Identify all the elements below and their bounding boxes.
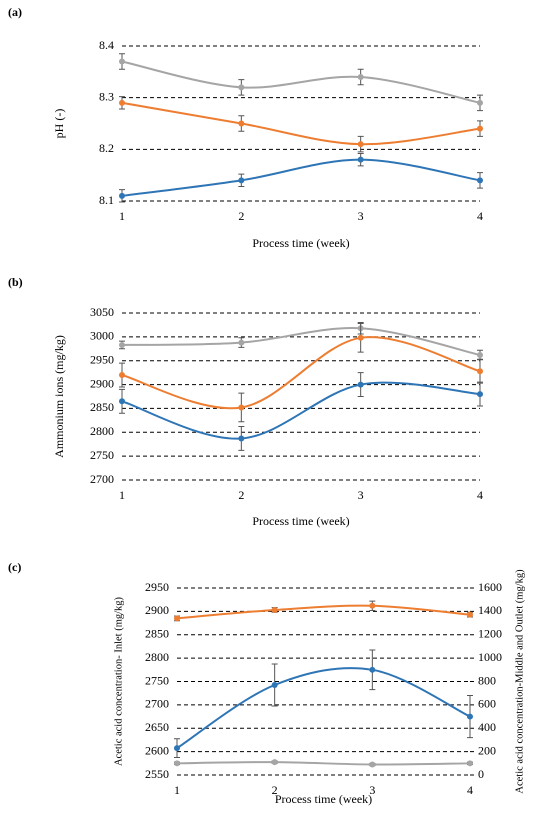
data-point: [238, 339, 245, 346]
x-tick-label: 1: [119, 209, 125, 223]
y-tick-label: 2700: [145, 697, 169, 711]
data-point: [174, 760, 180, 767]
y2-tick-label: 200: [478, 743, 496, 757]
panel-label: (b): [8, 275, 23, 289]
y-tick-label: 2800: [90, 424, 114, 438]
data-point: [238, 120, 245, 127]
y-tick-label: 8.1: [99, 193, 114, 207]
data-point: [357, 141, 364, 148]
data-point: [238, 435, 245, 442]
data-point: [119, 398, 125, 405]
x-tick-label: 4: [477, 488, 483, 502]
data-point: [369, 761, 376, 768]
series-line: [121, 381, 481, 440]
y2-tick-label: 0: [478, 767, 484, 781]
data-point: [271, 606, 278, 613]
y2-axis-title: Acetic acid concentration-Middle and Out…: [514, 569, 525, 794]
series-line: [121, 158, 481, 197]
y2-tick-label: 1400: [478, 603, 502, 617]
y-tick-label: 2600: [145, 743, 169, 757]
data-point: [119, 99, 125, 106]
y-tick-label: 2800: [145, 650, 169, 664]
data-point: [369, 602, 376, 609]
x-tick-label: 4: [467, 783, 473, 797]
x-tick-label: 1: [119, 488, 125, 502]
y-tick-label: 8.2: [99, 141, 114, 155]
data-point: [357, 334, 364, 341]
y-tick-label: 2950: [145, 580, 169, 594]
data-point: [467, 760, 473, 767]
x-tick-label: 2: [238, 488, 244, 502]
data-point: [238, 404, 245, 411]
y2-tick-label: 400: [478, 720, 496, 734]
y2-tick-label: 1600: [478, 580, 502, 594]
data-point: [477, 351, 483, 358]
x-tick-label: 1: [174, 783, 180, 797]
y-tick-label: 2550: [145, 767, 169, 781]
data-point: [477, 99, 483, 106]
y-axis-title: pH (-): [52, 109, 66, 139]
data-point: [119, 372, 125, 379]
data-point: [369, 666, 376, 673]
x-tick-label: 4: [477, 209, 483, 223]
y-tick-label: 3000: [90, 329, 114, 343]
series-line: [121, 327, 481, 356]
x-tick-label: 2: [238, 209, 244, 223]
y2-tick-label: 1200: [478, 627, 502, 641]
y-tick-label: 2750: [145, 673, 169, 687]
y-tick-label: 3050: [90, 305, 114, 319]
y-tick-label: 2750: [90, 448, 114, 462]
y-tick-label: 2950: [90, 352, 114, 366]
data-point: [357, 74, 364, 80]
y2-tick-label: 800: [478, 673, 496, 687]
x-axis-title: Process time (week): [252, 236, 349, 250]
data-point: [119, 192, 125, 199]
x-axis-title: Process time (week): [252, 514, 349, 528]
y-tick-label: 2850: [145, 627, 169, 641]
y2-tick-label: 600: [478, 697, 496, 711]
x-axis-title: Process time (week): [275, 792, 372, 806]
y-tick-label: 8.3: [99, 89, 114, 103]
panel-label: (c): [8, 560, 21, 574]
data-point: [477, 177, 483, 184]
y-tick-label: 8.4: [99, 38, 114, 52]
x-tick-label: 2: [272, 783, 278, 797]
series-line: [176, 761, 471, 766]
series-line: [176, 604, 471, 620]
data-point: [174, 745, 180, 752]
y-tick-label: 2850: [90, 400, 114, 414]
y2-tick-label: 1000: [478, 650, 502, 664]
panel-label: (a): [8, 5, 22, 19]
x-tick-label: 3: [358, 488, 364, 502]
x-tick-label: 3: [358, 209, 364, 223]
data-point: [467, 713, 473, 720]
x-tick-label: 3: [369, 783, 375, 797]
data-point: [477, 391, 483, 398]
y-axis-title: Acetic acid concentration- Inlet (mg/kg): [113, 596, 124, 766]
series-line: [121, 60, 481, 104]
data-point: [477, 368, 483, 375]
y-tick-label: 2900: [90, 376, 114, 390]
series-line: [176, 667, 471, 749]
data-point: [119, 58, 125, 65]
data-point: [477, 125, 483, 132]
data-point: [357, 381, 364, 388]
y-tick-label: 2650: [145, 720, 169, 734]
data-point: [119, 341, 125, 348]
y-tick-label: 2700: [90, 472, 114, 486]
data-point: [271, 759, 278, 766]
data-point: [238, 84, 245, 91]
series-line: [121, 101, 481, 146]
series-line: [121, 336, 481, 410]
data-point: [174, 615, 180, 622]
data-point: [238, 177, 245, 184]
data-point: [271, 682, 278, 689]
y-axis-title: Ammonium ions (mg/kg): [52, 335, 66, 458]
y-tick-label: 2900: [145, 603, 169, 617]
data-point: [357, 156, 364, 163]
data-point: [467, 611, 473, 618]
